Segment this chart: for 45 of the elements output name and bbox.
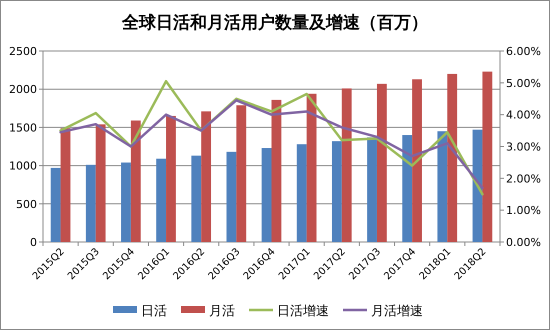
bar — [342, 88, 352, 242]
bar — [166, 116, 176, 242]
y-tick-label: 500 — [16, 198, 37, 211]
bar — [201, 111, 212, 242]
bar — [447, 74, 458, 242]
y-tick-label: 2500 — [9, 45, 37, 58]
bar — [402, 135, 412, 242]
y2-tick-label: 0.00% — [506, 236, 541, 249]
bar — [482, 72, 492, 242]
legend-label: 月活 — [209, 304, 235, 319]
bar — [332, 141, 342, 242]
y2-tick-label: 2.00% — [506, 172, 541, 186]
bar — [96, 124, 106, 242]
y-tick-label: 1000 — [9, 160, 37, 173]
y2-tick-label: 3.00% — [506, 140, 541, 154]
y-tick-label: 2000 — [9, 83, 37, 96]
bar — [86, 164, 96, 242]
bar — [376, 84, 387, 242]
bar — [226, 152, 236, 242]
line-series — [59, 99, 484, 190]
bar — [272, 100, 282, 242]
y2-tick-label: 6.00% — [506, 45, 541, 58]
bar — [472, 130, 482, 242]
bar — [437, 131, 448, 242]
bar — [412, 79, 422, 242]
bar — [306, 94, 316, 242]
y-tick-label: 1500 — [9, 121, 37, 134]
bar — [50, 168, 61, 242]
legend-label: 日活 — [141, 304, 167, 319]
bar — [121, 162, 131, 242]
bar — [191, 156, 202, 242]
bar — [367, 137, 377, 242]
bar — [130, 120, 141, 242]
bar — [156, 158, 166, 242]
legend-label: 月活增速 — [371, 304, 423, 319]
y2-tick-label: 5.00% — [506, 76, 541, 90]
chart-title: 全球日活和月活用户数量及增速（百万） — [121, 13, 428, 33]
bar — [262, 148, 272, 242]
y2-tick-label: 4.00% — [506, 108, 541, 122]
y-tick-label: 0 — [30, 236, 37, 249]
bar — [296, 144, 307, 242]
bar — [60, 128, 70, 242]
y2-tick-label: 1.00% — [506, 204, 541, 218]
bar — [236, 105, 246, 242]
legend-label: 日活增速 — [277, 304, 329, 319]
